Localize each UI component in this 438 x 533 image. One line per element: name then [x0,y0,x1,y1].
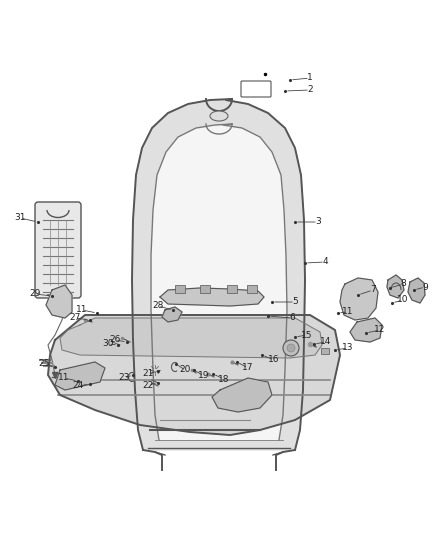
Polygon shape [60,318,322,358]
Text: 17: 17 [242,364,254,373]
Circle shape [287,344,295,352]
Text: 30: 30 [102,340,114,349]
Polygon shape [160,288,264,306]
Text: 31: 31 [14,214,26,222]
Polygon shape [151,124,287,440]
Text: 19: 19 [198,372,210,381]
Ellipse shape [210,111,228,121]
Polygon shape [55,362,105,390]
Text: 29: 29 [29,289,41,298]
Text: 25: 25 [38,359,49,368]
Text: 26: 26 [110,335,121,344]
Text: 11: 11 [58,374,70,383]
Text: 8: 8 [400,279,406,288]
Bar [200,285,210,293]
Text: 24: 24 [72,382,84,391]
Circle shape [283,340,299,356]
Text: 21: 21 [142,369,154,378]
Text: 22: 22 [142,381,154,390]
Text: 1: 1 [307,74,313,83]
Polygon shape [46,285,72,318]
Polygon shape [212,378,272,412]
Polygon shape [387,275,404,298]
Bar [175,285,185,293]
Polygon shape [162,307,182,322]
Text: 11: 11 [342,308,354,317]
Text: 9: 9 [422,282,428,292]
Bar [247,285,257,293]
Text: 10: 10 [397,295,409,304]
Text: 7: 7 [370,286,376,295]
Text: 18: 18 [218,375,230,384]
Bar [321,348,329,354]
Text: 6: 6 [289,313,295,322]
Polygon shape [340,278,378,320]
Text: 11: 11 [76,305,88,314]
Polygon shape [132,99,305,450]
Text: 13: 13 [342,343,354,352]
Text: 5: 5 [292,297,298,306]
Text: 3: 3 [315,217,321,227]
Text: 15: 15 [301,330,313,340]
Polygon shape [48,315,340,435]
FancyBboxPatch shape [35,202,81,298]
Text: 20: 20 [179,366,191,375]
Text: 28: 28 [152,302,164,311]
Text: 12: 12 [374,326,386,335]
Text: 2: 2 [307,85,313,94]
Text: 4: 4 [322,257,328,266]
Polygon shape [350,318,382,342]
Text: 27: 27 [69,313,81,322]
Text: 14: 14 [320,337,332,346]
Text: 16: 16 [268,356,280,365]
Polygon shape [408,278,425,303]
Text: 23: 23 [118,374,130,383]
Bar [227,285,237,293]
